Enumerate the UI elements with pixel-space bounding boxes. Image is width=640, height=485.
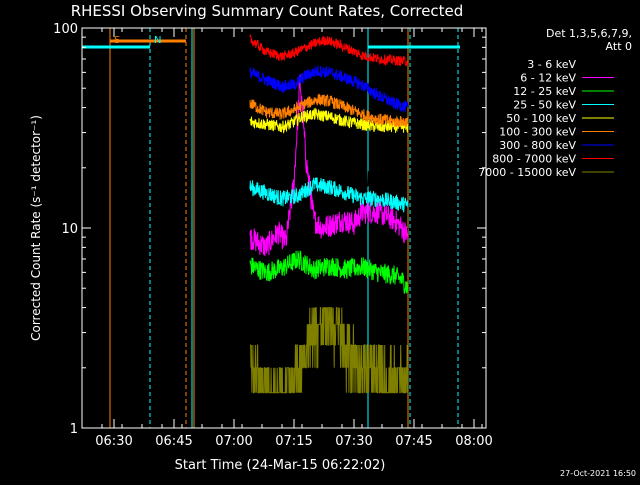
legend-entry-label: 100 - 300 keV <box>499 126 576 139</box>
series-line <box>249 74 409 256</box>
x-tick-label: 06:30 <box>95 434 132 449</box>
series-line <box>249 177 409 213</box>
flag-marker-label: N <box>154 35 161 46</box>
series-line <box>249 250 409 294</box>
legend-entry-label: 800 - 7000 keV <box>492 153 576 166</box>
legend-entry-label: 50 - 100 keV <box>506 112 576 125</box>
y-tick-label: 10 <box>61 222 78 237</box>
x-tick-label: 07:45 <box>395 434 432 449</box>
x-tick-label: 06:45 <box>155 434 192 449</box>
y-tick-label: 1 <box>70 422 78 437</box>
legend-entry-label: 300 - 800 keV <box>499 139 576 152</box>
series-line <box>249 34 409 67</box>
series-layer <box>249 34 409 394</box>
x-tick-label: 08:00 <box>455 434 492 449</box>
flag-marker-label: S <box>114 35 120 46</box>
legend-entry-label: 12 - 25 keV <box>513 85 576 98</box>
legend-entry-label: 6 - 12 keV <box>520 72 576 85</box>
x-tick-label: 07:00 <box>215 434 252 449</box>
series-line <box>250 307 409 394</box>
legend-header-line: Att 0 <box>606 40 632 53</box>
series-line <box>249 107 409 134</box>
footer-timestamp: 27-Oct-2021 16:50 <box>560 469 636 478</box>
y-axis-label: Corrected Count Rate (s⁻¹ detector⁻¹) <box>29 115 43 341</box>
x-tick-label: 07:30 <box>335 434 372 449</box>
y-tick-label: 100 <box>53 22 78 37</box>
series-line <box>249 93 409 128</box>
legend-header-line: Det 1,3,5,6,7,9, <box>546 27 632 40</box>
x-tick-label: 07:15 <box>275 434 312 449</box>
legend-entry-label: 25 - 50 keV <box>513 99 576 112</box>
axes: 1 10 100 06:30 06:45 07:00 07:15 07:30 07:45 08:0… <box>53 22 493 449</box>
series-line <box>249 65 409 113</box>
x-axis-label: Start Time (24-Mar-15 06:22:02) <box>175 458 386 473</box>
legend-entry-label: 3 - 6 keV <box>527 58 576 71</box>
chart-title: RHESSI Observing Summary Count Rates, Co… <box>71 2 464 20</box>
legend-entry-label: 7000 - 15000 keV <box>478 166 576 179</box>
